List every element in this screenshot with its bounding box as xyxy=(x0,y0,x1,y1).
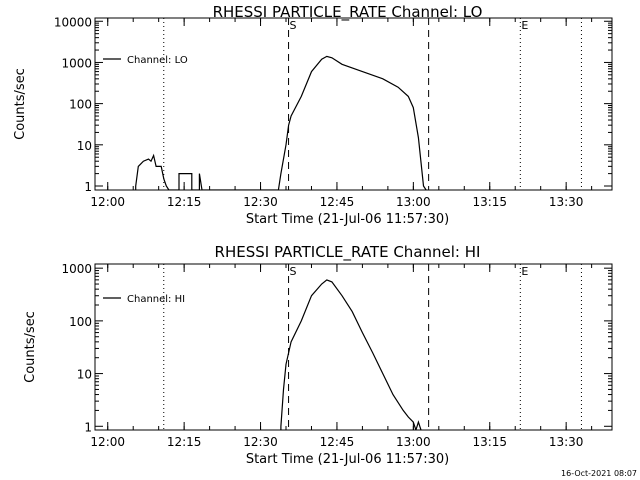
marker-label: S xyxy=(290,265,297,278)
y-tick-label: 10 xyxy=(77,139,92,153)
x-tick-label: 13:30 xyxy=(549,435,584,449)
x-tick-label: 12:30 xyxy=(243,195,278,209)
y-tick-label: 100 xyxy=(69,315,92,329)
x-tick-label: 13:15 xyxy=(472,195,507,209)
y-tick-label: 1 xyxy=(84,420,92,434)
y-tick-label: 1 xyxy=(84,180,92,194)
series-line xyxy=(280,279,422,430)
y-axis-label: Counts/sec xyxy=(13,68,28,140)
legend-label: Channel: LO xyxy=(127,55,188,66)
x-tick-label: 13:00 xyxy=(396,195,431,209)
x-tick-label: 12:00 xyxy=(90,435,125,449)
x-tick-label: 13:30 xyxy=(549,195,584,209)
chart-panel-1: RHESSI PARTICLE_RATE Channel: LOS E Channe… xyxy=(13,3,613,227)
x-tick-label: 12:45 xyxy=(320,195,355,209)
chart-panel-2: RHESSI PARTICLE_RATE Channel: HI S E Channe… xyxy=(23,243,613,467)
legend-label: Channel: HI xyxy=(127,294,185,305)
y-axis-label: Counts/sec xyxy=(23,311,38,383)
footer-timestamp: 16-Oct-2021 08:07 xyxy=(561,469,637,478)
x-tick-label: 12:15 xyxy=(167,195,202,209)
x-tick-label: 12:15 xyxy=(167,435,202,449)
x-axis-label: Start Time (21-Jul-06 11:57:30) xyxy=(246,452,449,467)
x-tick-label: 12:30 xyxy=(243,435,278,449)
marker-label: E xyxy=(521,265,528,278)
y-tick-label: 10000 xyxy=(54,15,92,29)
chart-title: RHESSI PARTICLE_RATE Channel: LO xyxy=(213,3,483,22)
plot-frame xyxy=(94,263,613,431)
x-axis-label: Start Time (21-Jul-06 11:57:30) xyxy=(246,212,449,227)
x-tick-label: 12:45 xyxy=(320,435,355,449)
y-tick-label: 1000 xyxy=(61,262,92,276)
y-tick-label: 10 xyxy=(77,368,92,382)
marker-label: S xyxy=(290,19,297,32)
x-tick-label: 13:15 xyxy=(472,435,507,449)
marker-label: E xyxy=(521,19,528,32)
series-line xyxy=(135,55,427,190)
plot-frame xyxy=(94,17,613,191)
y-tick-label: 1000 xyxy=(61,56,92,70)
x-tick-label: 13:00 xyxy=(396,435,431,449)
x-tick-label: 12:00 xyxy=(90,195,125,209)
y-tick-label: 100 xyxy=(69,98,92,112)
chart-title: RHESSI PARTICLE_RATE Channel: HI xyxy=(215,243,481,262)
